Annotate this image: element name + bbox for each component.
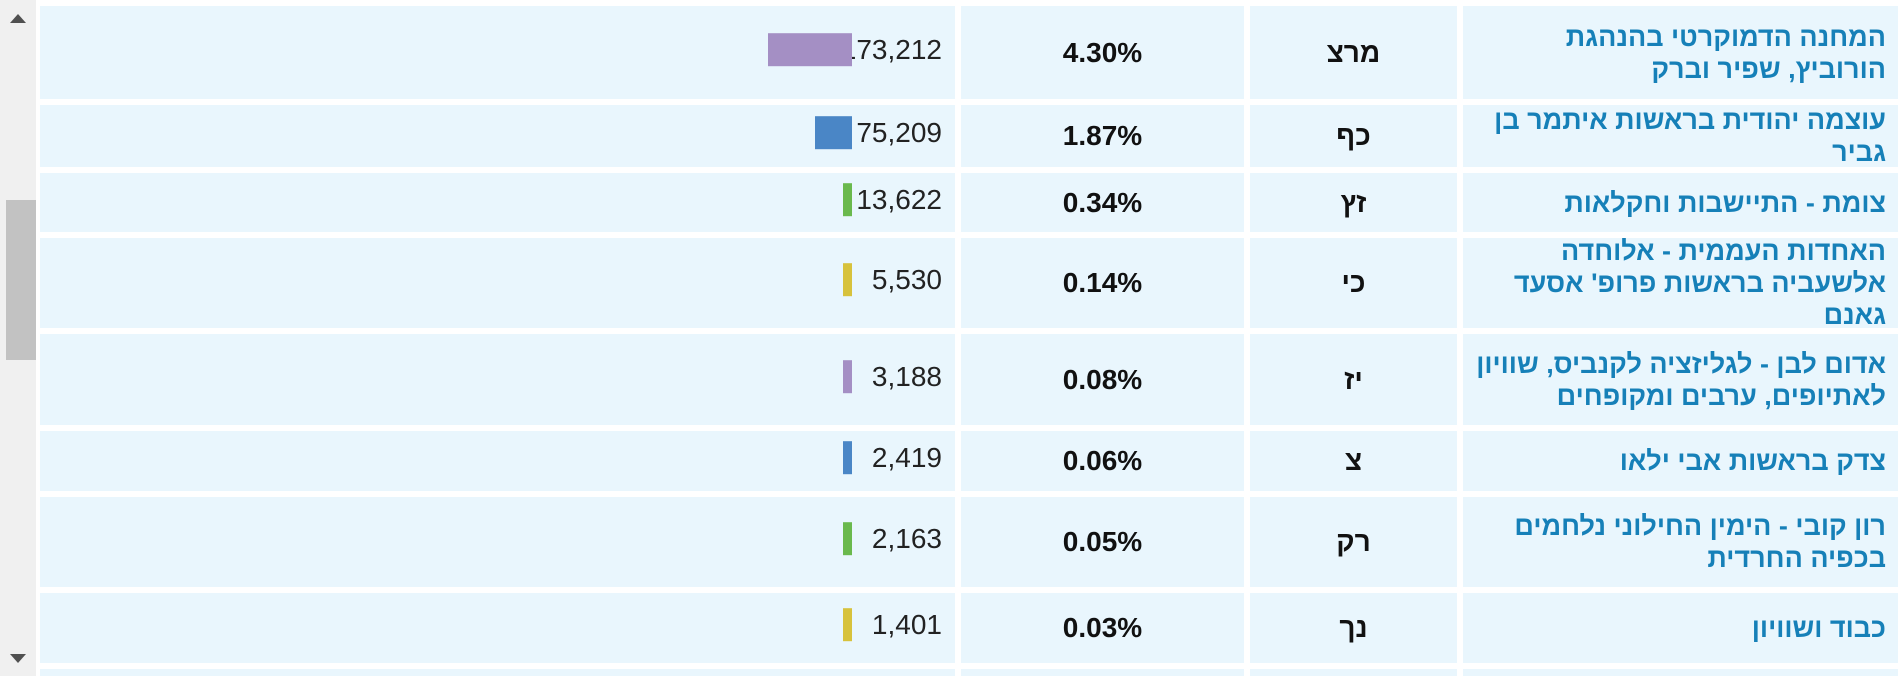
party-name-link[interactable]: צדק בראשות אבי ילאו <box>1619 446 1886 476</box>
party-name-cell[interactable]: אדום לבן - לגליזציה לקנביס, שוויון לאתיו… <box>1463 334 1898 425</box>
party-name-cell[interactable]: המחנה הדמוקרטי בהנהגת הורוביץ, שפיר וברק <box>1463 6 1898 99</box>
votes-cell: 1,401 <box>40 593 955 663</box>
ballot-letter: רק <box>1336 526 1371 557</box>
party-name-link[interactable]: רון קובי - הימין החילוני נלחמים בכפיה הח… <box>1514 511 1886 573</box>
votes-cell: 5,530 <box>40 238 955 328</box>
vote-count: 13,622 <box>856 183 942 215</box>
table-row[interactable]: 1,401 0.03% נך כבוד ושוויון <box>40 593 1898 663</box>
table-row[interactable]: 173,212 4.30% מרצ המחנה הדמוקרטי בהנהגת הור… <box>40 6 1898 99</box>
party-name-link[interactable]: צומת - התיישבות וחקלאות <box>1564 187 1886 218</box>
ballot-letter: יז <box>1344 363 1363 395</box>
vote-share-bar <box>843 359 852 393</box>
vote-percent: 0.03% <box>1062 612 1143 643</box>
ballot-letter-cell: צ <box>1250 431 1457 491</box>
percent-cell: 0.03% <box>961 593 1244 663</box>
votes-cell: 173,212 <box>40 6 955 99</box>
percent-cell: 4.30% <box>961 6 1244 99</box>
percent-cell: 1.87% <box>961 105 1244 167</box>
ballot-letter-cell: נך <box>1250 593 1457 663</box>
vote-share-bar <box>843 263 852 297</box>
vote-count: 3,188 <box>871 360 942 392</box>
party-name-cell[interactable]: האחדות העממית - אלוחדה אלשעביה בראשות פר… <box>1463 236 1898 330</box>
percent-cell: 0.14% <box>961 238 1244 328</box>
partial-cell <box>961 669 1244 676</box>
table-row[interactable]: 75,209 1.87% כף עוצמה יהודית בראשות איתמר ב… <box>40 105 1898 167</box>
percent-cell: 0.05% <box>961 497 1244 587</box>
party-name-link[interactable]: המחנה הדמוקרטי בהנהגת הורוביץ, שפיר וברק <box>1565 21 1886 84</box>
party-name-link[interactable]: כבוד ושוויון <box>1751 613 1886 643</box>
table-row[interactable]: 5,530 0.14% כי האחדות העממית - אלוחדה אלשעב… <box>40 236 1898 330</box>
vote-count: 2,163 <box>871 522 942 554</box>
percent-cell: 0.06% <box>961 431 1244 491</box>
vote-share-bar <box>815 116 852 150</box>
scroll-down-button[interactable] <box>0 640 36 676</box>
ballot-letter: נך <box>1339 612 1368 643</box>
votes-cell: 2,419 <box>40 431 955 491</box>
table-row[interactable]: 3,188 0.08% יז אדום לבן - לגליזציה לקנביס, … <box>40 334 1898 425</box>
vote-percent: 0.34% <box>1062 186 1143 218</box>
ballot-letter: מרצ <box>1326 36 1381 68</box>
votes-cell: 3,188 <box>40 334 955 425</box>
table-row[interactable]: 2,163 0.05% רק רון קובי - הימין החילוני נלח… <box>40 497 1898 587</box>
vote-percent: 1.87% <box>1062 120 1143 151</box>
vote-share-bar <box>768 32 852 66</box>
vertical-scrollbar[interactable] <box>0 0 36 676</box>
votes-cell: 13,622 <box>40 173 955 232</box>
vote-percent: 0.14% <box>1062 267 1143 298</box>
ballot-letter-cell: כי <box>1250 238 1457 328</box>
table-row[interactable]: 2,419 0.06% צ צדק בראשות אבי ילאו <box>40 431 1898 491</box>
vote-share-bar <box>843 182 852 216</box>
partial-cell <box>40 669 955 676</box>
vote-percent: 0.05% <box>1062 526 1143 557</box>
ballot-letter: זץ <box>1340 186 1367 218</box>
vote-count: 75,209 <box>856 116 942 148</box>
ballot-letter-cell: מרצ <box>1250 6 1457 99</box>
party-name-cell[interactable]: כבוד ושוויון <box>1463 593 1898 663</box>
vote-percent: 0.08% <box>1062 363 1143 395</box>
party-name-link[interactable]: עוצמה יהודית בראשות איתמר בן גביר <box>1494 105 1886 167</box>
scroll-up-button[interactable] <box>0 0 36 36</box>
vote-count: 1,401 <box>871 608 942 640</box>
votes-cell: 2,163 <box>40 497 955 587</box>
ballot-letter: כי <box>1341 267 1366 298</box>
party-name-link[interactable]: אדום לבן - לגליזציה לקנביס, שוויון לאתיו… <box>1476 348 1886 411</box>
triangle-up-icon <box>10 13 26 23</box>
vote-count: 5,530 <box>871 263 942 295</box>
percent-cell: 0.34% <box>961 173 1244 232</box>
vote-percent: 4.30% <box>1062 36 1143 68</box>
ballot-letter-cell: זץ <box>1250 173 1457 232</box>
partial-cell <box>1463 669 1898 676</box>
ballot-letter-cell: רק <box>1250 497 1457 587</box>
partial-cell <box>1250 669 1457 676</box>
triangle-down-icon <box>10 653 26 663</box>
vote-share-bar <box>843 608 852 642</box>
party-name-cell[interactable]: צדק בראשות אבי ילאו <box>1463 431 1898 491</box>
vote-share-bar <box>843 522 852 556</box>
ballot-letter: צ <box>1344 445 1363 476</box>
ballot-letter-cell: יז <box>1250 334 1457 425</box>
party-name-cell[interactable]: רון קובי - הימין החילוני נלחמים בכפיה הח… <box>1463 497 1898 587</box>
vote-share-bar <box>843 441 852 475</box>
results-table: 173,212 4.30% מרצ המחנה הדמוקרטי בהנהגת הור… <box>40 0 1898 676</box>
party-name-cell[interactable]: צומת - התיישבות וחקלאות <box>1463 173 1898 232</box>
percent-cell: 0.08% <box>961 334 1244 425</box>
vote-count: 173,212 <box>840 33 942 65</box>
table-row-partial <box>40 669 1898 676</box>
ballot-letter-cell: כף <box>1250 105 1457 167</box>
ballot-letter: כף <box>1336 120 1371 151</box>
vote-count: 2,419 <box>871 441 942 473</box>
party-name-cell[interactable]: עוצמה יהודית בראשות איתמר בן גביר <box>1463 105 1898 167</box>
party-name-link[interactable]: האחדות העממית - אלוחדה אלשעביה בראשות פר… <box>1513 236 1886 330</box>
votes-cell: 75,209 <box>40 105 955 167</box>
table-row[interactable]: 13,622 0.34% זץ צומת - התיישבות וחקלאות <box>40 173 1898 232</box>
vote-percent: 0.06% <box>1062 445 1143 476</box>
scroll-thumb[interactable] <box>6 200 36 360</box>
